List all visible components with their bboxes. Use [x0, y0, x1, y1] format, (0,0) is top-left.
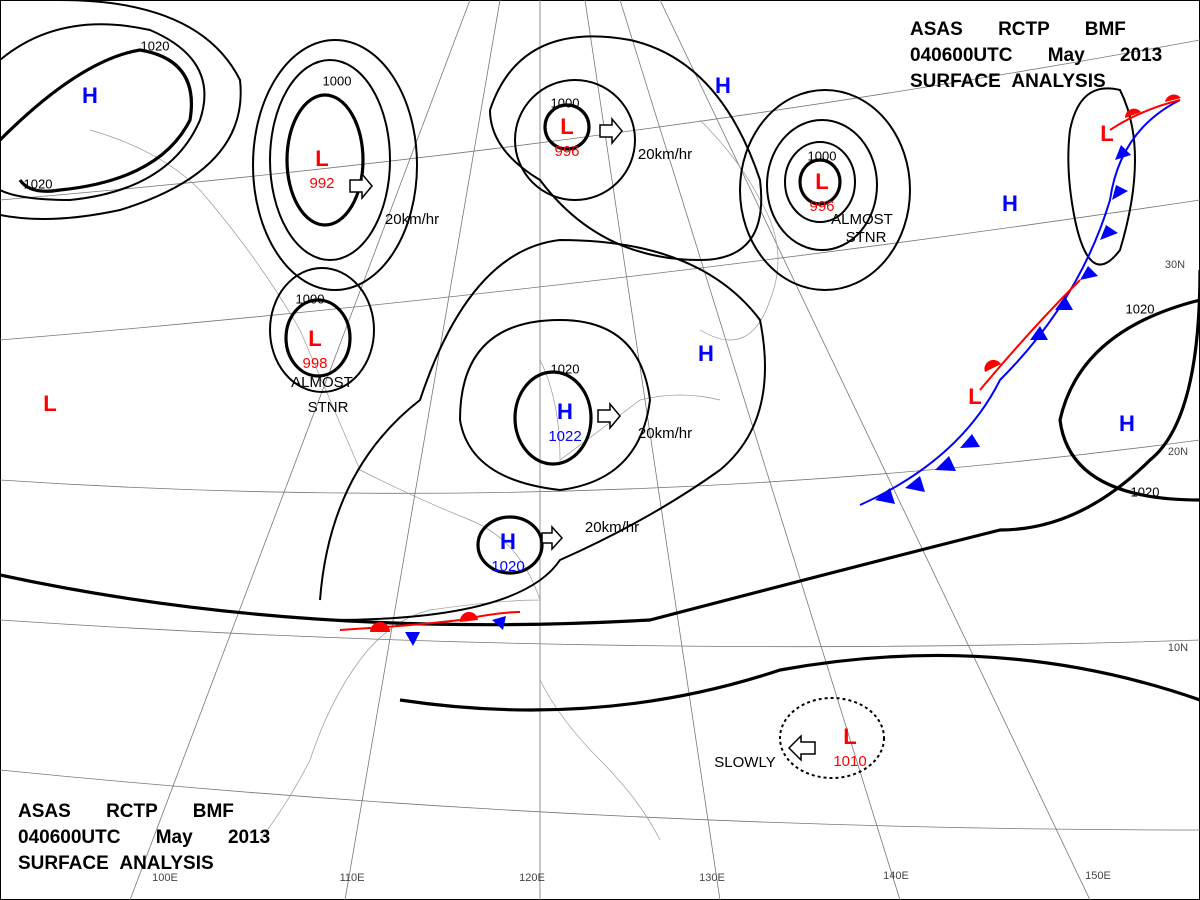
- longitude-label: 120E: [519, 872, 545, 884]
- center-symbol: L: [315, 146, 328, 171]
- center-symbol: H: [715, 73, 731, 98]
- center-symbol: L: [308, 326, 321, 351]
- annotation: 20km/hr: [585, 519, 639, 536]
- annotation: STNR: [308, 399, 349, 416]
- annotation: ALMOST: [831, 211, 893, 228]
- latitude-label: 20N: [1168, 446, 1188, 458]
- center-pressure: 998: [302, 355, 327, 372]
- isobar-label: 1000: [296, 291, 325, 306]
- annotation: SLOWLY: [714, 754, 775, 771]
- header-line: SURFACE ANALYSIS: [18, 853, 214, 874]
- center-pressure: 1020: [491, 558, 524, 575]
- center-symbol: H: [500, 529, 516, 554]
- motion-arrows: [349, 116, 816, 762]
- labels: ASAS RCTP BMF 040600UTC May 2013 SURFACE A…: [18, 19, 1188, 884]
- isobar-label: 1020: [551, 361, 580, 376]
- longitude-label: 110E: [340, 872, 365, 884]
- center-symbol: L: [1100, 121, 1113, 146]
- isobar-label: 1000: [551, 95, 580, 110]
- longitude-label: 140E: [883, 870, 909, 882]
- center-symbol: L: [843, 724, 856, 749]
- longitude-label: 100E: [152, 872, 178, 884]
- isobar-label: 1020: [1126, 301, 1155, 316]
- header-line: 040600UTC May 2013: [910, 45, 1162, 66]
- center-pressure: 1022: [548, 428, 581, 445]
- center-symbol: H: [557, 399, 573, 424]
- center-pressure: 1010: [833, 753, 866, 770]
- annotation: 20km/hr: [638, 425, 692, 442]
- center-symbol: L: [968, 384, 981, 409]
- latitude-label: 30N: [1165, 259, 1185, 271]
- longitude-label: 130E: [699, 872, 725, 884]
- header-line: ASAS RCTP BMF: [18, 801, 234, 822]
- center-symbol: H: [698, 341, 714, 366]
- isobar-label: 1020: [141, 38, 170, 53]
- longitude-label: 150E: [1085, 870, 1111, 882]
- center-pressure: 996: [554, 143, 579, 160]
- annotation: ALMOST: [291, 374, 353, 391]
- isobar-label: 1020: [24, 176, 53, 191]
- isobars: [0, 0, 1200, 779]
- header-line: SURFACE ANALYSIS: [910, 71, 1106, 92]
- center-symbol: H: [82, 83, 98, 108]
- center-symbol: H: [1119, 411, 1135, 436]
- center-symbol: L: [560, 114, 573, 139]
- center-symbol: H: [1002, 191, 1018, 216]
- center-symbol: L: [43, 391, 56, 416]
- header-line: 040600UTC May 2013: [18, 827, 270, 848]
- annotation: 20km/hr: [385, 211, 439, 228]
- isobar-label: 1020: [1131, 484, 1160, 499]
- center-symbol: L: [815, 169, 828, 194]
- fronts: [339, 94, 1181, 646]
- annotation: 20km/hr: [638, 146, 692, 163]
- isobar-label: 1000: [808, 148, 837, 163]
- latitude-label: 10N: [1168, 642, 1188, 654]
- isobar-label: 1000: [323, 73, 352, 88]
- annotation: STNR: [846, 229, 887, 246]
- center-pressure: 992: [309, 175, 334, 192]
- coastlines: [89, 119, 779, 841]
- header-line: ASAS RCTP BMF: [910, 19, 1126, 40]
- center-pressure: 996: [809, 198, 834, 215]
